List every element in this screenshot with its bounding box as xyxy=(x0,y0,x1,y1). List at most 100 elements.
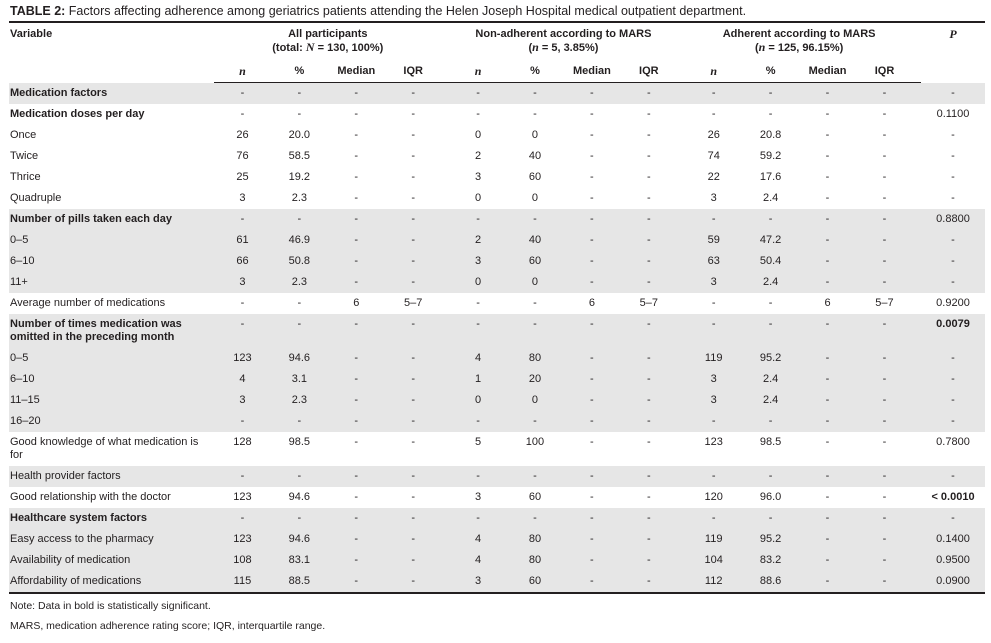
table-label: TABLE 2: xyxy=(10,4,66,18)
table-row: Quadruple 3 2.3 - - 0 0 - - 3 2.4 - - - xyxy=(9,188,985,209)
cell-value: - xyxy=(590,171,594,183)
cell-value: - xyxy=(384,230,442,251)
cell-value: 20 xyxy=(506,369,564,390)
cell-p-value: - xyxy=(921,508,985,529)
row-label: Availability of medication xyxy=(9,550,214,571)
cell-value: - xyxy=(533,297,537,309)
cell-value: - xyxy=(327,411,385,432)
cell-value: - xyxy=(563,369,621,390)
row-label: 11+ xyxy=(9,272,214,293)
cell-value: - xyxy=(882,436,887,448)
gap xyxy=(442,487,450,508)
gap xyxy=(677,508,686,529)
cell-value: - xyxy=(327,82,385,104)
cell-value: - xyxy=(214,466,271,487)
gap xyxy=(913,390,921,411)
gap xyxy=(913,432,921,466)
gap xyxy=(913,25,921,61)
gap xyxy=(441,348,450,369)
cell-value: 0 xyxy=(475,129,482,141)
gap xyxy=(442,167,450,188)
cell-value: - xyxy=(799,529,856,550)
cell-value: 3 xyxy=(239,192,246,204)
table-row: Availability of medication 108 83.1- -4 80- -… xyxy=(9,550,985,571)
cell-value: - xyxy=(882,129,887,141)
group-subtitle-var: n xyxy=(758,40,766,54)
cell-value: 94.6 xyxy=(270,529,328,550)
cell-value: - xyxy=(327,571,385,594)
cell-value: 0 xyxy=(506,272,564,293)
group-subtitle-pre: (total: xyxy=(272,42,306,54)
cell-value: - xyxy=(354,150,359,162)
gap xyxy=(677,293,685,314)
cell-value: - xyxy=(620,230,678,251)
cell-p-value: - xyxy=(921,390,985,411)
row-label: Number of pills taken each day xyxy=(9,209,214,230)
gap xyxy=(677,487,685,508)
cell-value: - xyxy=(799,508,856,529)
row-label: Healthcare system factors xyxy=(9,508,214,529)
cell-value: - xyxy=(411,108,415,120)
gap xyxy=(441,272,450,293)
cell-value: - xyxy=(354,192,359,204)
cell-value: 108 xyxy=(214,550,271,571)
cell-value: 80 xyxy=(506,529,564,550)
cell-value: 2.3 xyxy=(270,272,328,293)
cell-value: - xyxy=(620,411,678,432)
cell-value: 4 xyxy=(449,348,507,369)
group-subtitle-post: = 130, 100%) xyxy=(314,42,384,54)
cell-value: 2.3 xyxy=(270,390,328,411)
cell-value: 94.6 xyxy=(288,491,311,503)
cell-p-value: - xyxy=(921,348,985,369)
gap xyxy=(913,508,921,529)
cell-value: - xyxy=(411,192,415,204)
cell-value: - xyxy=(270,82,328,104)
row-label: Twice xyxy=(10,150,39,162)
cell-value: - xyxy=(685,314,743,348)
row-label: Easy access to the pharmacy xyxy=(9,529,214,550)
cell-value: 3 xyxy=(685,272,743,293)
row-label: Once xyxy=(10,129,37,141)
cell-value: 123 xyxy=(704,436,723,448)
cell-value: 98.5 xyxy=(759,436,782,448)
cell-value: - xyxy=(270,411,328,432)
table-row: Affordability of medications 115 88.5- -3 60… xyxy=(9,571,985,594)
cell-value: - xyxy=(270,314,328,348)
gap xyxy=(913,251,921,272)
gap xyxy=(441,209,450,230)
cell-value: - xyxy=(563,314,621,348)
table-row: Twice 76 58.5 - - 2 40 - - 74 59.2 - - - xyxy=(9,146,985,167)
cell-value: - xyxy=(384,272,442,293)
note-significance: Note: Data in bold is statistically sign… xyxy=(10,600,211,612)
cell-value: 123 xyxy=(214,529,271,550)
cell-value: 2.4 xyxy=(742,272,800,293)
header-sub-percent: % xyxy=(270,61,328,83)
cell-value: - xyxy=(449,466,507,487)
cell-value: - xyxy=(620,251,678,272)
cell-value: 47.2 xyxy=(742,230,800,251)
header-sub-percent: % xyxy=(742,61,800,83)
gap xyxy=(677,571,686,594)
cell-value: 0 xyxy=(531,129,539,141)
cell-value: - xyxy=(711,297,716,309)
table-row: 6–10 4 3.1- -1 20- -3 2.4- - - xyxy=(9,369,985,390)
cell-value: - xyxy=(855,411,913,432)
cell-value: 104 xyxy=(685,550,743,571)
cell-value: 22 xyxy=(707,171,720,183)
cell-value: - xyxy=(354,129,359,141)
cell-value: - xyxy=(384,209,442,230)
cell-value: 0 xyxy=(449,390,507,411)
cell-value: - xyxy=(354,491,359,503)
cell-value: - xyxy=(476,108,480,120)
cell-value: - xyxy=(384,508,442,529)
cell-value: 60 xyxy=(528,491,542,503)
cell-p-value: - xyxy=(921,466,985,487)
cell-value: - xyxy=(297,297,302,309)
table-row: 11–15 3 2.3- -0 0- -3 2.4- - - xyxy=(9,390,985,411)
table-row: 0–5 123 94.6- -4 80- -119 95.2- - - xyxy=(9,348,985,369)
cell-value: - xyxy=(855,550,913,571)
header-sub-median: Median xyxy=(327,61,385,83)
cell-value: 3 xyxy=(685,390,743,411)
table-row: Thrice 25 19.2 - - 3 60 - - 22 17.6 - - - xyxy=(9,167,985,188)
cell-value: - xyxy=(685,209,743,230)
